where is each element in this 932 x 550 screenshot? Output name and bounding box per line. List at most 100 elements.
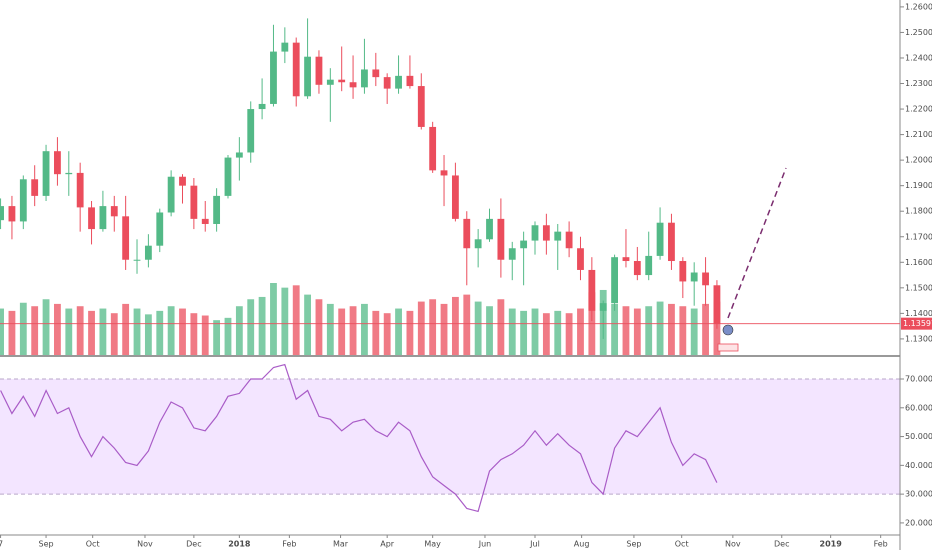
- y-tick-label: 1.23000: [905, 79, 932, 88]
- candle-body: [190, 185, 198, 219]
- candle-body: [690, 272, 698, 282]
- x-tick-label: Oct: [675, 540, 689, 549]
- volume-bar: [395, 308, 402, 355]
- volume-bar: [645, 306, 653, 355]
- volume-bar: [213, 320, 221, 355]
- volume-bar: [0, 308, 4, 355]
- candle-body: [179, 176, 186, 186]
- volume-bar: [54, 303, 61, 355]
- volume-bar: [542, 313, 550, 355]
- candle-body: [281, 42, 289, 52]
- candle-body: [304, 56, 311, 97]
- y-tick-label: 1.17000: [905, 232, 932, 241]
- candle-body: [349, 82, 357, 88]
- candle-body: [633, 261, 641, 276]
- volume-bar: [65, 308, 73, 355]
- candle-body: [406, 75, 414, 87]
- candle-body: [292, 42, 300, 97]
- candle-body: [565, 231, 573, 249]
- candle-body: [110, 206, 118, 217]
- volume-bar: [440, 303, 448, 355]
- candle-body: [497, 218, 505, 260]
- volume-bar: [281, 287, 289, 355]
- x-tick-label: Sep: [626, 540, 641, 549]
- x-tick-label: Jul: [529, 540, 540, 549]
- volume-bar: [224, 317, 232, 355]
- volume-bar: [292, 285, 300, 355]
- volume-bar: [315, 299, 323, 355]
- volume-bar: [520, 310, 528, 355]
- x-tick-label: 7: [0, 540, 3, 549]
- y-tick-label: 50.0000: [905, 432, 932, 441]
- candle-body: [645, 255, 653, 276]
- marker-icon: [722, 324, 734, 336]
- volume-bar: [690, 308, 698, 355]
- volume-bar: [179, 308, 186, 355]
- candle-body: [224, 157, 232, 196]
- x-tick-label: 2019: [820, 540, 843, 549]
- volume-bar: [110, 313, 118, 355]
- candle-body: [0, 206, 4, 221]
- x-tick-label: Jun: [478, 540, 492, 549]
- candle-body: [395, 75, 402, 89]
- volume-bar: [88, 310, 95, 355]
- y-tick-label: 1.16000: [905, 258, 932, 267]
- volume-bar: [247, 299, 255, 355]
- volume-bar: [122, 303, 130, 355]
- y-tick-label: 1.21000: [905, 130, 932, 139]
- y-tick-label: 1.18000: [905, 207, 932, 216]
- volume-bar: [361, 303, 368, 355]
- y-tick-label: 1.26000: [905, 2, 932, 11]
- candle-body: [577, 248, 584, 270]
- candle-body: [656, 222, 664, 256]
- candle-body: [144, 245, 152, 260]
- volume-bar: [679, 306, 687, 355]
- volume-bar: [133, 308, 141, 355]
- y-tick-label: 70.0000: [905, 375, 932, 384]
- volume-bar: [156, 310, 164, 355]
- candle-body: [508, 248, 516, 260]
- candle-body: [88, 207, 95, 230]
- candle-body: [520, 240, 528, 249]
- candle-body: [122, 216, 130, 260]
- candle-body: [42, 151, 50, 196]
- candle-body: [326, 79, 334, 85]
- y-tick-label: 1.20000: [905, 156, 932, 165]
- volume-bar: [554, 310, 562, 355]
- candle-body: [167, 176, 175, 213]
- volume-bar: [349, 306, 357, 355]
- x-tick-label: Aug: [574, 540, 590, 549]
- volume-bar: [338, 308, 346, 355]
- rsi-band: [0, 379, 900, 495]
- candle-body: [463, 218, 471, 249]
- volume-bar: [8, 310, 16, 355]
- y-tick-label: 1.14000: [905, 309, 932, 318]
- volume-bar: [474, 301, 482, 355]
- volume-bar: [531, 308, 539, 355]
- candle-body: [429, 126, 437, 171]
- candle-body: [383, 77, 391, 89]
- last-price-box: [901, 317, 932, 330]
- volume-bar: [577, 308, 584, 355]
- candle-body: [588, 269, 596, 311]
- volume-bar: [167, 306, 175, 355]
- volume-bar: [304, 294, 311, 355]
- volume-bar: [235, 306, 243, 355]
- x-tick-label: Mar: [333, 540, 349, 549]
- volume-bar: [99, 308, 107, 355]
- y-tick-label: 1.19000: [905, 181, 932, 190]
- volume-bar: [622, 306, 630, 355]
- candle-body: [486, 218, 493, 240]
- candle-body: [713, 285, 721, 324]
- volume-bar: [702, 303, 709, 355]
- candle-body: [372, 69, 380, 78]
- y-tick-label: 30.0000: [905, 490, 932, 499]
- candle-body: [361, 69, 368, 88]
- y-tick-label: 1.15000: [905, 283, 932, 292]
- y-tick-label: 1.25000: [905, 28, 932, 37]
- x-tick-label: Oct: [86, 540, 100, 549]
- y-tick-label: 20.0000: [905, 518, 932, 527]
- candle-body: [201, 218, 209, 224]
- candle-body: [99, 206, 107, 230]
